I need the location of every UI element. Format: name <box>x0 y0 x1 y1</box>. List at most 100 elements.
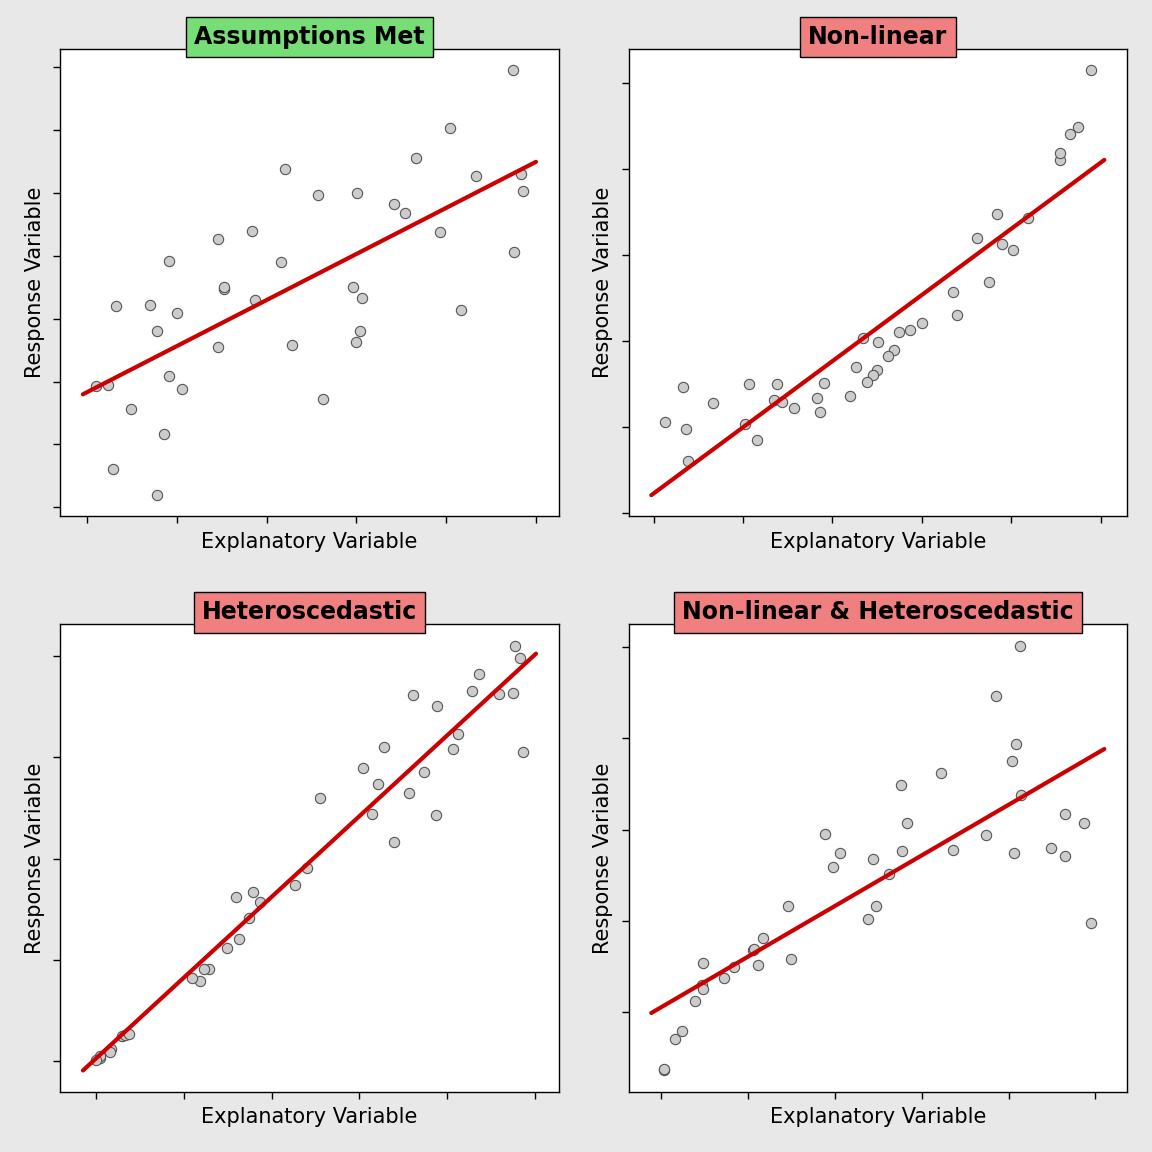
Point <box>103 1040 121 1059</box>
Point <box>209 338 227 356</box>
Point <box>808 388 826 407</box>
Point <box>1011 786 1030 804</box>
Point <box>847 358 865 377</box>
Point <box>694 954 712 972</box>
Text: Non-linear & Heteroscedastic: Non-linear & Heteroscedastic <box>682 600 1074 624</box>
Point <box>655 412 674 431</box>
Point <box>503 61 522 79</box>
Point <box>86 1051 105 1069</box>
Point <box>744 940 763 958</box>
Point <box>1051 151 1069 169</box>
Point <box>892 775 910 794</box>
Point <box>773 393 791 411</box>
Point <box>704 394 722 412</box>
Point <box>429 697 447 715</box>
X-axis label: Explanatory Variable: Explanatory Variable <box>770 1107 986 1127</box>
Point <box>444 740 462 758</box>
Point <box>514 743 532 761</box>
Point <box>740 374 758 393</box>
Point <box>1010 636 1029 654</box>
Point <box>199 960 218 978</box>
Point <box>214 280 233 298</box>
Point <box>889 323 908 341</box>
Point <box>385 833 403 851</box>
Point <box>655 1060 674 1078</box>
Point <box>781 950 799 969</box>
Point <box>182 969 200 987</box>
Point <box>679 452 697 470</box>
Point <box>353 289 371 308</box>
Point <box>467 167 485 185</box>
Point <box>814 373 833 392</box>
Point <box>748 431 766 449</box>
Y-axis label: Response Variable: Response Variable <box>25 187 45 378</box>
Y-axis label: Response Variable: Response Variable <box>25 763 45 954</box>
Point <box>695 980 713 999</box>
Point <box>511 165 530 183</box>
Point <box>858 373 877 392</box>
X-axis label: Explanatory Variable: Explanatory Variable <box>202 532 418 552</box>
Point <box>173 380 191 399</box>
Point <box>655 1061 674 1079</box>
Point <box>901 320 919 339</box>
Point <box>505 243 523 262</box>
Point <box>147 323 166 341</box>
Point <box>218 939 236 957</box>
Point <box>490 684 508 703</box>
Point <box>250 893 268 911</box>
Point <box>167 303 185 321</box>
Point <box>448 725 467 743</box>
Point <box>676 419 695 438</box>
Point <box>841 387 859 406</box>
Point <box>859 910 878 929</box>
Point <box>313 389 332 408</box>
Point <box>463 681 482 699</box>
Point <box>147 486 166 505</box>
Point <box>104 460 122 478</box>
Point <box>1075 814 1093 833</box>
Point <box>310 789 328 808</box>
Point <box>396 204 415 222</box>
Point <box>275 159 294 177</box>
Y-axis label: Response Variable: Response Variable <box>593 763 613 954</box>
Point <box>785 399 803 417</box>
Point <box>369 775 387 794</box>
Point <box>160 252 179 271</box>
Point <box>943 841 962 859</box>
Point <box>1020 210 1038 228</box>
Point <box>101 1043 120 1061</box>
Point <box>1061 124 1079 143</box>
Point <box>244 884 263 902</box>
Point <box>347 333 365 351</box>
Point <box>160 367 179 386</box>
Point <box>240 909 258 927</box>
Point <box>91 1048 109 1067</box>
Point <box>107 297 126 316</box>
Point <box>976 826 994 844</box>
Point <box>214 278 233 296</box>
Point <box>91 1047 109 1066</box>
Point <box>692 976 711 994</box>
Text: Non-linear: Non-linear <box>809 25 947 50</box>
Point <box>354 759 372 778</box>
Point <box>1003 752 1022 771</box>
Point <box>286 876 304 894</box>
Point <box>1082 914 1100 932</box>
Point <box>113 1026 131 1045</box>
Point <box>885 340 903 358</box>
Point <box>666 1030 684 1048</box>
Y-axis label: Response Variable: Response Variable <box>593 187 613 378</box>
Point <box>986 687 1005 705</box>
Point <box>227 888 245 907</box>
Point <box>407 149 425 167</box>
Point <box>400 783 418 802</box>
Point <box>195 960 213 978</box>
Point <box>714 969 733 987</box>
Point <box>506 636 524 654</box>
Point <box>1082 61 1100 79</box>
Point <box>1055 804 1074 823</box>
Point <box>673 1022 691 1040</box>
Point <box>765 391 783 409</box>
Point <box>385 195 403 213</box>
Point <box>866 896 885 915</box>
